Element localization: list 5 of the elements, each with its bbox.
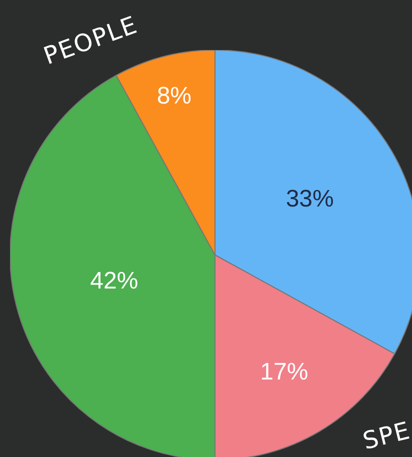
text: SPE	[360, 416, 412, 456]
data-label: 8%	[156, 82, 192, 110]
data-label: 17%	[260, 358, 308, 386]
data-label: 42%	[90, 267, 138, 294]
data-label: 33%	[286, 185, 334, 212]
